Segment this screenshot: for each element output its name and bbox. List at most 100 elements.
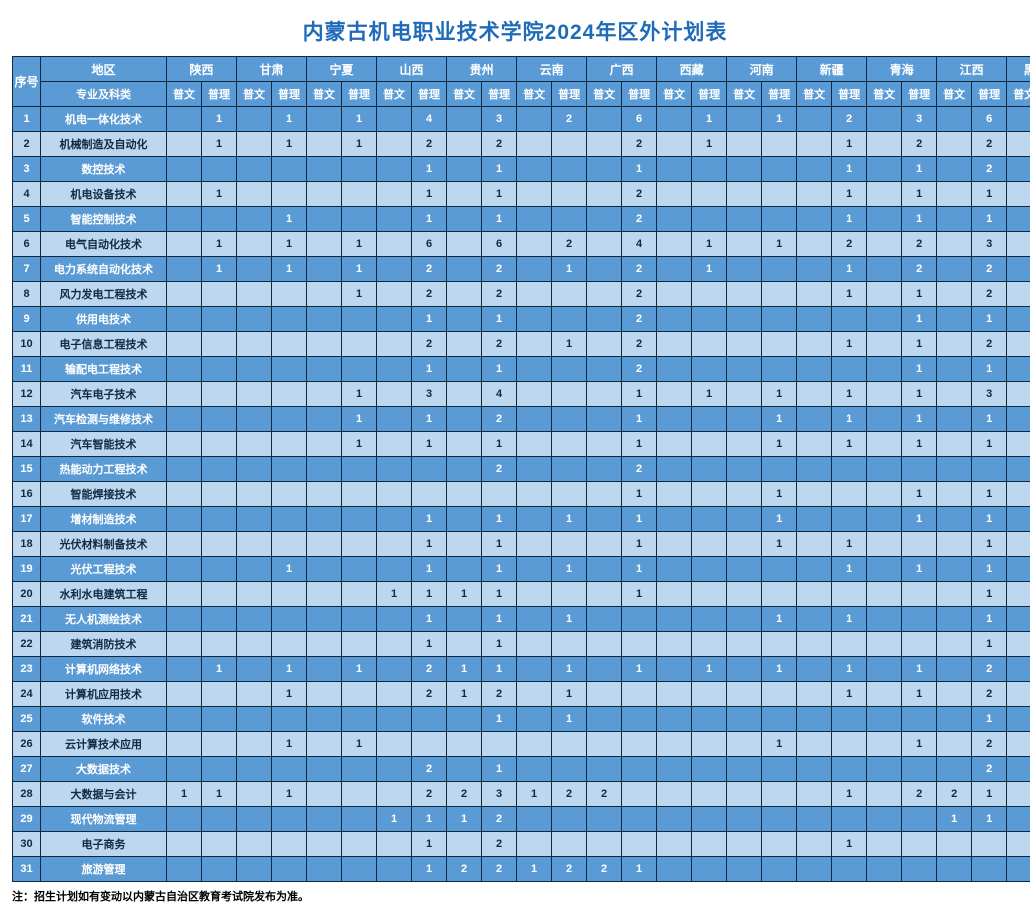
cell-value — [307, 707, 342, 732]
cell-value — [832, 582, 867, 607]
cell-value — [167, 332, 202, 357]
cell-value — [377, 607, 412, 632]
cell-value — [727, 432, 762, 457]
cell-value — [587, 382, 622, 407]
subhead-wen: 普文 — [167, 82, 202, 107]
cell-value: 2 — [412, 132, 447, 157]
cell-value — [272, 332, 307, 357]
cell-value — [552, 182, 587, 207]
cell-value — [867, 582, 902, 607]
cell-value — [797, 557, 832, 582]
cell-value: 1 — [622, 857, 657, 882]
cell-value: 1 — [622, 657, 657, 682]
cell-value — [937, 757, 972, 782]
cell-value: 3 — [972, 232, 1007, 257]
cell-value — [272, 532, 307, 557]
cell-value: 1 — [902, 682, 937, 707]
cell-value: 2 — [482, 832, 517, 857]
cell-value: 1 — [342, 657, 377, 682]
cell-value — [657, 357, 692, 382]
cell-value: 1 — [972, 207, 1007, 232]
cell-index: 27 — [13, 757, 41, 782]
cell-major: 电子商务 — [41, 832, 167, 857]
cell-value — [307, 682, 342, 707]
cell-value — [447, 632, 482, 657]
cell-value — [272, 707, 307, 732]
cell-value — [727, 482, 762, 507]
cell-index: 6 — [13, 232, 41, 257]
cell-value — [692, 332, 727, 357]
cell-value — [657, 407, 692, 432]
cell-value — [692, 582, 727, 607]
cell-value — [902, 607, 937, 632]
cell-value — [797, 607, 832, 632]
cell-value: 2 — [622, 257, 657, 282]
cell-value: 1 — [202, 132, 237, 157]
cell-major: 计算机应用技术 — [41, 682, 167, 707]
cell-value — [657, 232, 692, 257]
cell-value — [237, 582, 272, 607]
cell-value — [202, 532, 237, 557]
cell-value — [167, 307, 202, 332]
cell-value — [377, 457, 412, 482]
cell-value — [692, 632, 727, 657]
cell-major: 无人机测绘技术 — [41, 607, 167, 632]
subhead-wen: 普文 — [657, 82, 692, 107]
cell-value: 1 — [447, 682, 482, 707]
cell-major: 计算机网络技术 — [41, 657, 167, 682]
cell-value: 1 — [412, 857, 447, 882]
cell-value — [377, 357, 412, 382]
cell-major: 水利水电建筑工程 — [41, 582, 167, 607]
cell-index: 3 — [13, 157, 41, 182]
cell-value — [1007, 757, 1030, 782]
cell-major: 增材制造技术 — [41, 507, 167, 532]
cell-value: 2 — [902, 232, 937, 257]
cell-index: 29 — [13, 807, 41, 832]
subhead-wen: 普文 — [937, 82, 972, 107]
cell-value: 1 — [552, 707, 587, 732]
cell-value — [167, 832, 202, 857]
cell-value — [377, 107, 412, 132]
subhead-li: 普理 — [902, 82, 937, 107]
cell-value — [167, 482, 202, 507]
cell-value — [447, 532, 482, 557]
cell-value — [552, 632, 587, 657]
cell-value — [517, 157, 552, 182]
cell-value — [657, 807, 692, 832]
subhead-li: 普理 — [552, 82, 587, 107]
cell-value: 2 — [482, 332, 517, 357]
cell-value — [377, 332, 412, 357]
cell-value — [1007, 307, 1030, 332]
cell-value: 3 — [412, 382, 447, 407]
cell-value — [867, 707, 902, 732]
cell-index: 20 — [13, 582, 41, 607]
cell-value — [307, 657, 342, 682]
cell-value: 1 — [342, 232, 377, 257]
cell-value — [237, 357, 272, 382]
cell-value — [867, 407, 902, 432]
cell-value — [727, 207, 762, 232]
cell-value: 1 — [622, 557, 657, 582]
cell-value: 1 — [622, 432, 657, 457]
cell-value — [797, 582, 832, 607]
cell-value — [727, 307, 762, 332]
cell-value: 1 — [622, 532, 657, 557]
cell-index: 22 — [13, 632, 41, 657]
cell-value — [797, 532, 832, 557]
cell-value: 1 — [972, 432, 1007, 457]
cell-value — [342, 182, 377, 207]
cell-value: 1 — [622, 507, 657, 532]
cell-value — [587, 157, 622, 182]
cell-value — [552, 132, 587, 157]
cell-value — [867, 257, 902, 282]
cell-value — [447, 132, 482, 157]
cell-value — [727, 407, 762, 432]
cell-value — [937, 607, 972, 632]
cell-value — [762, 757, 797, 782]
cell-value — [797, 632, 832, 657]
cell-value — [762, 182, 797, 207]
cell-value — [237, 607, 272, 632]
cell-value — [342, 307, 377, 332]
cell-value: 1 — [482, 307, 517, 332]
cell-major: 云计算技术应用 — [41, 732, 167, 757]
